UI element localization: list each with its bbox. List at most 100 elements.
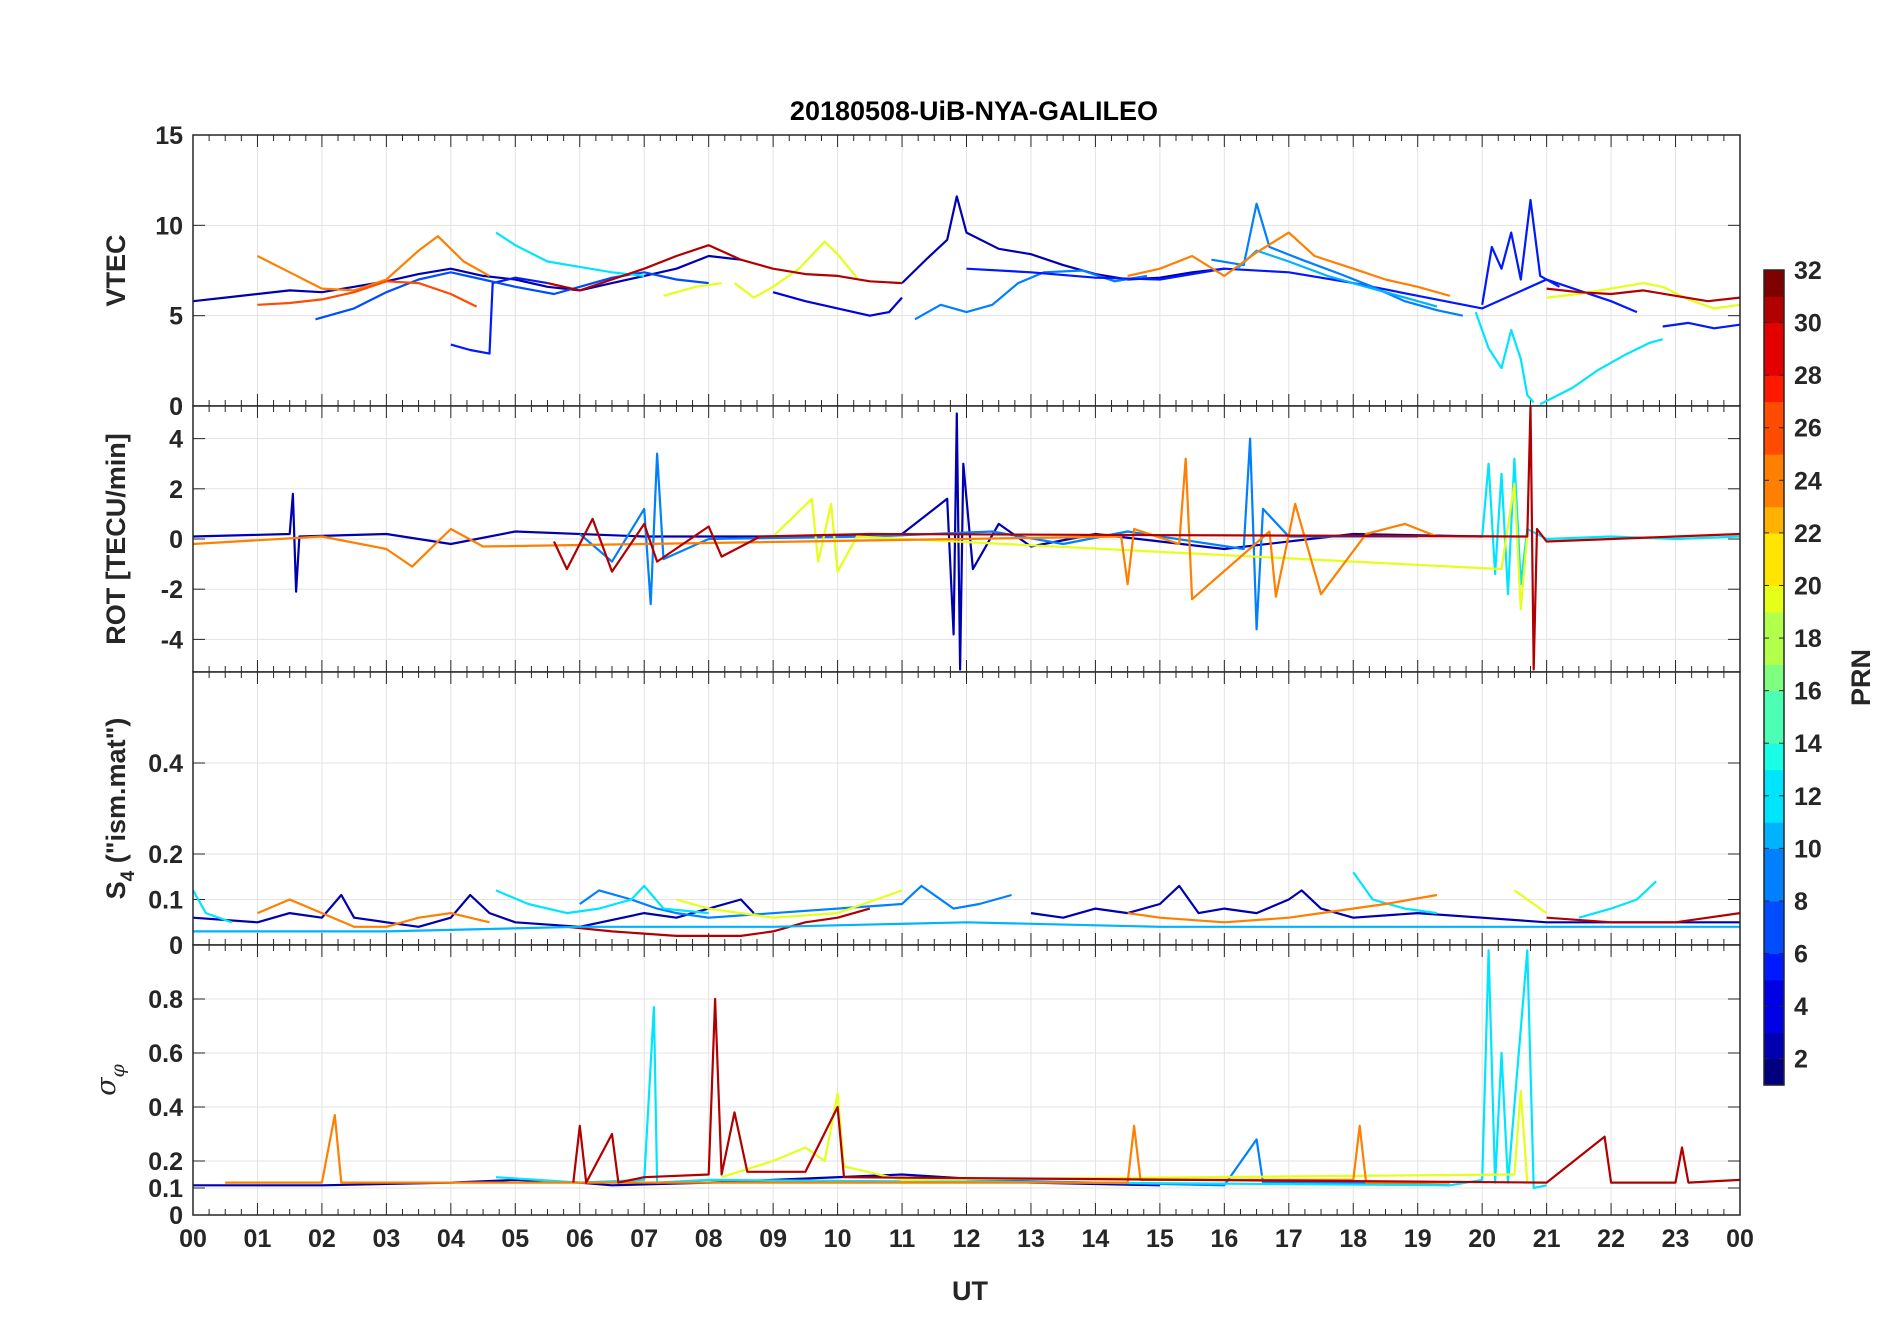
colorbar-segment [1764, 348, 1784, 376]
x-axis-label: UT [952, 1276, 988, 1306]
y-axis-label: VTEC [101, 234, 131, 306]
series-line-prn-25 [257, 898, 490, 928]
y-axis-label-sub: 4 [118, 870, 139, 881]
colorbar-segment [1764, 559, 1784, 587]
series-line-prn-2 [901, 195, 1225, 284]
colorbar-segment [1764, 506, 1784, 534]
x-tick-label: 19 [1404, 1225, 1432, 1253]
y-tick-label: 0.6 [148, 1040, 183, 1068]
panel-frame [192, 944, 1741, 1216]
panel-1: 0 5 10 15 VTEC [101, 122, 1741, 421]
series-line-prn-26 [257, 280, 478, 308]
series-line-prn-25 [193, 457, 1438, 601]
series-line-prn-12 [1474, 311, 1535, 404]
series-line-prn-8 [579, 884, 1012, 919]
colorbar-segment [1764, 480, 1784, 508]
y-tick-label: 15 [155, 122, 183, 150]
colorbar-segment [1764, 664, 1784, 692]
colorbar-segment [1764, 454, 1784, 481]
x-tick-label: 13 [1017, 1225, 1045, 1253]
colorbar-segment [1764, 848, 1784, 876]
panel-4: 00.10.2 0.4 0.6 0.8 σφ [91, 944, 1741, 1230]
colorbar-segment [1764, 322, 1784, 350]
series-line-prn-24 [257, 235, 491, 292]
x-tick-label: 12 [953, 1225, 981, 1253]
colorbar-tick-label: 12 [1794, 783, 1822, 811]
colorbar-segment [1764, 953, 1784, 981]
y-axis-label: σφ [91, 1063, 129, 1095]
series-line-prn-12 [1481, 457, 1740, 596]
colorbar-tick-label: 30 [1794, 310, 1822, 338]
series-line-prn-19 [721, 1089, 1529, 1183]
series-line-prn-5 [1481, 198, 1561, 305]
x-tick-label: 05 [501, 1225, 529, 1253]
series-line-prn-31 [553, 406, 1740, 671]
colorbar-tick-label: 6 [1794, 941, 1808, 969]
series-line-prn-8 [1211, 202, 1464, 317]
x-tick-label: 06 [566, 1225, 594, 1253]
colorbar-label: PRN [1846, 649, 1876, 706]
x-tick-label: 17 [1275, 1225, 1303, 1253]
y-tick-label: 0 [169, 393, 183, 421]
colorbar-segment [1764, 585, 1784, 613]
series-group [193, 949, 1740, 1190]
x-tick-label: 01 [244, 1225, 272, 1253]
colorbar-segment [1764, 874, 1784, 902]
x-axis: 00 01 02 03 04 05 06 07 08 09 10 11 12 13 14 15 16 17 18 19… [179, 1225, 1754, 1253]
series-line-prn-4 [772, 291, 903, 317]
colorbar-segment [1764, 769, 1784, 797]
series-line-prn-19 [663, 282, 722, 297]
y-tick-label: 0.4 [148, 750, 183, 778]
panel-3: 0 0.1 0.2 0.4 S4 ("ism.mat") [101, 671, 1741, 960]
series-line-prn-19 [733, 240, 858, 299]
colorbar-segment [1764, 822, 1784, 849]
colorbar-segment [1764, 270, 1784, 297]
series-line-prn-31 [572, 997, 1740, 1184]
x-tick-label: 11 [889, 1225, 916, 1253]
colorbar-segment [1764, 716, 1784, 744]
colorbar-tick-label: 24 [1794, 467, 1822, 495]
series-line-prn-19 [676, 889, 903, 919]
x-tick-label: 14 [1082, 1225, 1110, 1253]
y-tick-label: 0.8 [148, 986, 183, 1014]
panel-2: -4 -2 0 2 4 ROT [TECU/min] [101, 405, 1741, 673]
colorbar-segment [1764, 979, 1784, 1007]
y-tick-label: 0 [169, 932, 183, 960]
y-tick-label: 0.2 [148, 1148, 183, 1176]
series-line-prn-31 [1546, 287, 1740, 303]
x-tick-label: 04 [437, 1225, 465, 1253]
x-tick-label: 23 [1662, 1225, 1690, 1253]
series-line-prn-25 [225, 1114, 1450, 1184]
colorbar-segment [1764, 1032, 1784, 1060]
x-tick-label: 00 [179, 1225, 207, 1253]
y-axis-label: ROT [TECU/min] [101, 433, 131, 644]
x-tick-label: 21 [1533, 1225, 1561, 1253]
series-line-prn-12 [1578, 880, 1657, 919]
colorbar-segment [1764, 927, 1784, 955]
series-line-prn-31 [547, 244, 903, 292]
colorbar-segment [1764, 427, 1784, 455]
colorbar-segment [1764, 532, 1784, 560]
series-line-prn-3 [193, 254, 742, 303]
series-line-prn-25 [1127, 231, 1451, 297]
y-tick-label: 0 [169, 526, 183, 554]
x-tick-label: 18 [1339, 1225, 1367, 1253]
series-line-prn-5 [1662, 321, 1740, 330]
colorbar-tick-label: 18 [1794, 625, 1822, 653]
x-tick-label: 03 [372, 1225, 400, 1253]
y-tick-label: 10 [155, 212, 183, 240]
colorbar-segment [1764, 1006, 1784, 1034]
colorbar-tick-label: 22 [1794, 520, 1822, 548]
x-tick-label: 20 [1468, 1225, 1496, 1253]
colorbar-tick-label: 32 [1794, 257, 1822, 285]
series-line-prn-9 [579, 437, 1418, 631]
colorbar-tick-label: 28 [1794, 362, 1822, 390]
y-tick-label: 0.2 [148, 841, 183, 869]
x-tick-label: 16 [1210, 1225, 1238, 1253]
y-axis-label-rest: ("ism.mat") [101, 718, 131, 871]
x-tick-label: 08 [695, 1225, 723, 1253]
series-line-prn-12 [193, 889, 233, 924]
